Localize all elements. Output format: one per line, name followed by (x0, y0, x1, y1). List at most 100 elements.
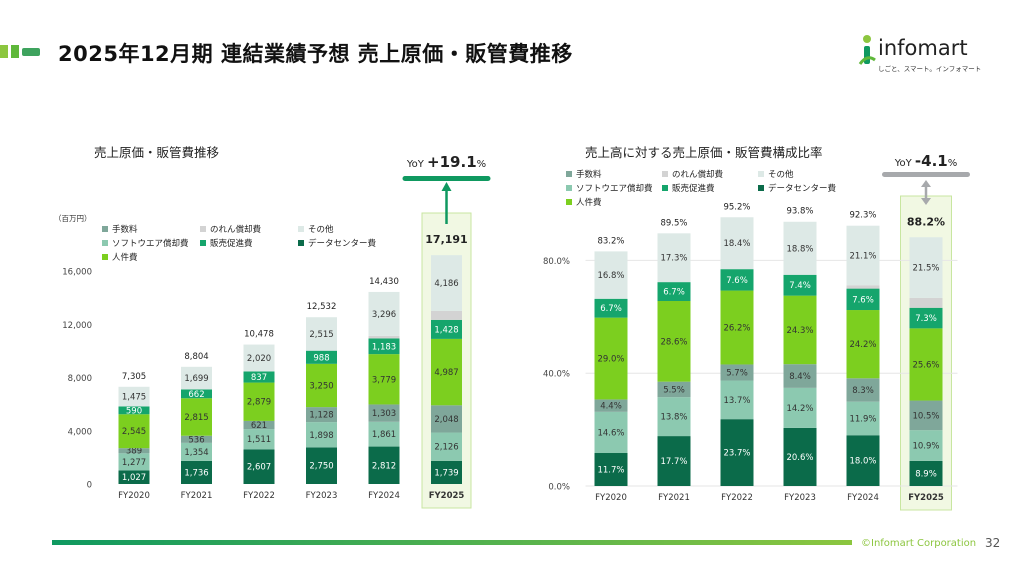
legend-label-other: その他 (308, 224, 334, 235)
yoy-arrow-up-icon (441, 182, 452, 191)
data-label: 17.3% (660, 254, 687, 264)
data-label: 26.2% (723, 324, 750, 334)
y-tick-label: 8,000 (68, 374, 92, 384)
bar-segment-software_depr (594, 411, 628, 454)
data-label: 590 (126, 406, 142, 416)
x-tick-label: FY2021 (181, 491, 213, 501)
legend-swatch-other (298, 226, 304, 232)
bar-segment-personnel (243, 382, 275, 421)
data-label: 10.5% (912, 411, 939, 421)
data-label: 5.7% (726, 368, 748, 378)
data-label: 1,428 (434, 325, 458, 335)
page-number: 32 (985, 536, 1001, 550)
total-label: 89.5% (660, 219, 687, 229)
data-label: 1,027 (122, 473, 146, 483)
total-label: 7,305 (122, 372, 146, 382)
bar-segment-fees (431, 405, 462, 433)
legend-swatch-data_center (298, 240, 304, 246)
y-tick-label: 40.0% (543, 370, 570, 380)
data-label: 662 (188, 390, 204, 400)
data-label: 20.6% (786, 453, 813, 463)
total-label: 83.2% (597, 236, 624, 246)
bar-segment-sales_promo (846, 288, 880, 311)
header-accent (0, 45, 40, 58)
bar-segment-other (594, 251, 628, 299)
bar-segment-sales_promo (909, 307, 943, 329)
y-tick-label: 0 (87, 481, 92, 491)
bar-segment-data_center (657, 436, 691, 486)
data-label: 11.7% (597, 466, 624, 476)
x-tick-label: FY2025 (908, 493, 944, 503)
data-label: 4,186 (434, 279, 458, 289)
x-tick-label: FY2023 (306, 491, 338, 501)
bar-segment-fees (846, 378, 880, 402)
bar-segment-fees (783, 364, 817, 388)
data-label: 837 (251, 373, 267, 383)
footer-bar (52, 540, 852, 545)
data-label: 8.9% (915, 469, 937, 479)
data-label: 17.7% (660, 457, 687, 467)
data-label: 13.8% (660, 413, 687, 423)
legend-label-sales_promo: 販売促進費 (672, 183, 715, 194)
bar-segment-software_depr (657, 397, 691, 437)
bar-segment-other (306, 317, 337, 351)
data-label: 7.6% (852, 295, 874, 305)
bar-segment-software_depr (909, 430, 943, 461)
bar-segment-data_center (368, 446, 400, 484)
legend-swatch-sales_promo (200, 240, 206, 246)
data-label: 28.6% (660, 337, 687, 347)
bar-segment-data_center (118, 470, 150, 484)
bar-segment-data_center (846, 435, 880, 486)
data-label: 13.7% (723, 396, 750, 406)
data-label: 621 (251, 421, 267, 431)
data-label: 1,303 (372, 409, 396, 419)
data-label: 1,511 (247, 435, 271, 445)
header-accent-block-1 (0, 45, 8, 58)
bar-segment-sales_promo (657, 282, 691, 302)
x-tick-label: FY2024 (368, 491, 400, 501)
y-tick-label: 4,000 (68, 427, 92, 437)
bar-segment-software_depr (368, 421, 400, 447)
data-label: 4,987 (434, 368, 458, 378)
legend-swatch-fees (566, 171, 572, 177)
bar-segment-sales_promo (720, 269, 754, 291)
legend-label-personnel: 人件費 (112, 252, 138, 263)
bar-segment-software_depr (431, 432, 462, 461)
bar-segment-personnel (909, 328, 943, 401)
bar-segment-other (118, 386, 150, 407)
page-title: 2025年12月期 連結業績予想 売上原価・販管費推移 (58, 42, 573, 66)
data-label: 2,815 (184, 413, 208, 423)
data-label: 10.9% (912, 442, 939, 452)
data-label: 2,515 (309, 330, 333, 340)
bar-segment-other (243, 344, 275, 372)
bar-segment-goodwill (431, 310, 462, 320)
yoy-underline (402, 176, 491, 181)
data-label: 1,861 (372, 430, 396, 440)
bar-segment-personnel (368, 354, 400, 405)
data-label: 1,898 (309, 431, 333, 441)
company-logo: infomart しごと、スマート。インフォマート (858, 32, 981, 74)
legend-label-sales_promo: 販売促進費 (210, 238, 253, 249)
legend-label-fees: 手数料 (576, 169, 602, 180)
bar-segment-sales_promo (368, 338, 400, 355)
bar-segment-goodwill (846, 285, 880, 289)
data-label: 7.6% (726, 276, 748, 286)
total-label: 17,191 (425, 233, 467, 246)
data-label: 1,183 (372, 342, 396, 352)
unit-label: （百万円） (54, 214, 92, 223)
data-label: 8.3% (852, 386, 874, 396)
total-label: 10,478 (244, 330, 274, 340)
logo-mark-icon (858, 35, 876, 65)
yoy-underline (882, 172, 970, 177)
legend-label-fees: 手数料 (112, 224, 138, 235)
bar-segment-data_center (909, 460, 943, 486)
y-tick-label: 16,000 (62, 268, 92, 278)
header-accent-block-2 (11, 45, 19, 58)
bar-segment-sales_promo (118, 406, 150, 415)
bar-segment-personnel (657, 301, 691, 382)
bar-segment-fees (368, 404, 400, 422)
bar-segment-sales_promo (431, 319, 462, 339)
bar-segment-data_center (720, 419, 754, 486)
legend-swatch-personnel (102, 254, 108, 260)
bar-segment-personnel (720, 290, 754, 365)
